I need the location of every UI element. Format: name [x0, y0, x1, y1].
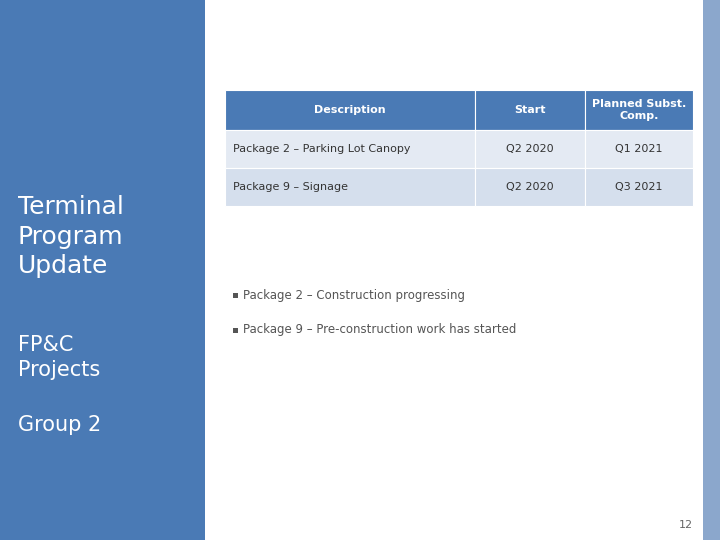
Text: Package 9 – Pre-construction work has started: Package 9 – Pre-construction work has st…	[243, 323, 516, 336]
Text: Description: Description	[314, 105, 386, 115]
Text: Package 2 – Construction progressing: Package 2 – Construction progressing	[243, 288, 465, 301]
Bar	[585, 90, 693, 130]
Bar	[233, 328, 238, 333]
Bar	[585, 130, 693, 168]
Bar	[585, 168, 693, 206]
Bar	[475, 130, 585, 168]
Text: 12: 12	[679, 520, 693, 530]
Text: Planned Subst.
Comp.: Planned Subst. Comp.	[592, 99, 686, 121]
Text: Package 9 – Signage: Package 9 – Signage	[233, 182, 348, 192]
Bar	[233, 293, 238, 298]
Text: Q3 2021: Q3 2021	[616, 182, 662, 192]
Bar	[225, 130, 475, 168]
Bar	[475, 90, 585, 130]
Bar	[475, 168, 585, 206]
Text: Q2 2020: Q2 2020	[506, 182, 554, 192]
Bar	[0, 0, 205, 540]
Bar	[225, 90, 475, 130]
Text: Package 2 – Parking Lot Canopy: Package 2 – Parking Lot Canopy	[233, 144, 410, 154]
Text: Group 2: Group 2	[18, 415, 102, 435]
Text: Terminal
Program
Update: Terminal Program Update	[18, 195, 124, 279]
Bar	[205, 0, 703, 540]
Text: Q1 2021: Q1 2021	[616, 144, 662, 154]
Text: FP&C
Projects: FP&C Projects	[18, 335, 100, 380]
Text: Start: Start	[514, 105, 546, 115]
Text: Q2 2020: Q2 2020	[506, 144, 554, 154]
Bar	[225, 168, 475, 206]
Bar	[703, 0, 720, 540]
